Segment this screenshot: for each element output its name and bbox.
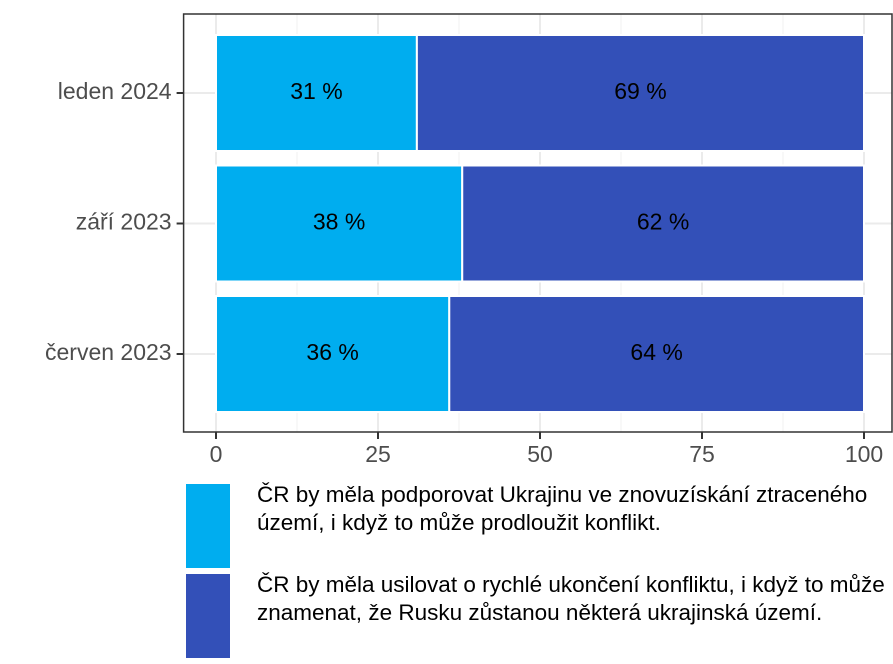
chart: 31 % 69 % leden 2024 38 % 62 % září 2023 36 % 6…	[45, 13, 893, 467]
x-tick-label: 25	[365, 441, 391, 467]
value-label: 64 %	[630, 339, 682, 365]
panel-border	[182, 13, 893, 433]
legend-key	[186, 574, 230, 658]
value-label: 38 %	[313, 209, 365, 235]
y-tick-label: červen 2023	[45, 339, 172, 365]
x-tick-label: 0	[210, 441, 223, 467]
legend-label: ČR by měla usilovat o rychlé ukončení ko…	[257, 572, 885, 625]
legend-label: ČR by měla podporovat Ukrajinu ve znovuz…	[257, 482, 868, 535]
bar-segment	[448, 295, 865, 413]
x-tick-label: 50	[527, 441, 553, 467]
bar-segment	[215, 34, 418, 152]
value-label: 62 %	[637, 209, 689, 235]
y-tick-label: září 2023	[76, 209, 172, 235]
legend-item: ČR by měla podporovat Ukrajinu ve znovuz…	[186, 482, 889, 568]
x-tick-label: 100	[845, 441, 883, 467]
bar-segment	[415, 34, 865, 152]
value-label: 69 %	[614, 78, 666, 104]
legend-item: ČR by měla usilovat o rychlé ukončení ko…	[186, 572, 889, 658]
x-tick-label: 75	[689, 441, 715, 467]
value-label: 31 %	[290, 78, 342, 104]
bar-segment	[215, 164, 464, 283]
y-tick-label: leden 2024	[58, 78, 172, 104]
legend: ČR by měla podporovat Ukrajinu ve znovuz…	[186, 482, 889, 664]
value-label: 36 %	[306, 339, 358, 365]
bar-segment	[461, 164, 865, 283]
legend-key	[186, 484, 230, 568]
